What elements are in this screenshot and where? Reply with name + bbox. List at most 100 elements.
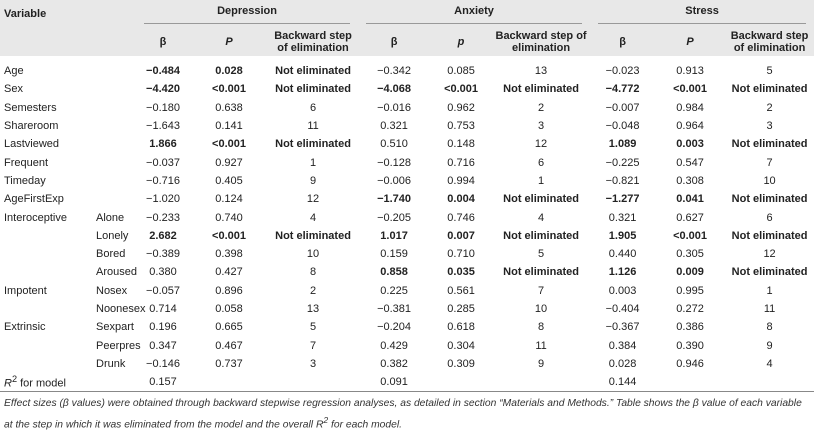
variable-label: Aroused	[96, 266, 137, 279]
table-cell: 0.746	[447, 211, 475, 224]
table-cell: 8	[537, 321, 545, 334]
table-cell: 12	[306, 193, 320, 206]
empty-cell	[0, 300, 92, 318]
empty-cell	[725, 373, 814, 393]
table-cell: 10	[306, 248, 320, 261]
empty-cell	[0, 355, 92, 373]
table-cell: 4	[309, 211, 317, 224]
group-label: Impotent	[4, 284, 47, 297]
empty-cell	[0, 336, 92, 354]
footnote: Effect sizes (β values) were obtained th…	[0, 392, 814, 433]
table-cell: Not eliminated	[503, 83, 579, 96]
header-cell	[0, 28, 137, 56]
variable-label: Semesters	[4, 101, 57, 114]
variable-label: Lastviewed	[4, 138, 60, 151]
variable-label: Frequent	[4, 156, 49, 169]
table-cell: 0.627	[676, 211, 704, 224]
table-cell: 1.126	[608, 266, 637, 279]
table-cell: 0.285	[447, 303, 475, 315]
r2-label: R2 for model	[0, 373, 137, 393]
table-cell: 0.028	[215, 65, 243, 78]
table-cell: 0.382	[380, 357, 408, 370]
footnote-text: for each model.	[328, 419, 402, 431]
group-label: Interoceptive	[4, 211, 67, 224]
group-label: Extrinsic	[4, 321, 46, 334]
table-cell: 0.665	[215, 321, 243, 334]
table-row: Semesters −0.180 0.638 6 −0.016 0.962 2 −0.007 0…	[0, 99, 814, 117]
r2-symbol: R	[4, 378, 12, 391]
table-cell: 0.386	[676, 321, 704, 334]
table-cell: 0.035	[447, 266, 475, 279]
r2-value: 0.157	[136, 373, 191, 393]
table-cell: 4	[766, 357, 773, 370]
table-cell: 0.714	[149, 303, 177, 315]
table-cell: 1.017	[380, 229, 408, 242]
variable-label: Noonesex	[96, 303, 146, 315]
group-name: Anxiety	[366, 5, 583, 24]
table-cell: 11	[307, 120, 319, 133]
table-cell: 10	[534, 303, 548, 315]
table-row: Shareroom −1.643 0.141 11 0.321 0.753 3 −0.048 0…	[0, 117, 814, 135]
table-cell: 3	[766, 120, 773, 133]
table-body: Age −0.484 0.028 Not eliminated −0.342 0.085 1…	[0, 56, 814, 393]
table-cell: 0.710	[447, 248, 475, 261]
table-cell: 0.380	[149, 266, 177, 279]
table-cell: −0.389	[146, 248, 180, 261]
table-cell: 0.547	[676, 156, 704, 169]
table-cell: 0.638	[215, 101, 243, 114]
table-cell: 0.618	[447, 321, 475, 334]
table-cell: 9	[766, 339, 773, 352]
table-cell: 7	[309, 339, 317, 352]
table-cell: 0.058	[215, 303, 243, 315]
table-cell: −4.420	[146, 83, 180, 96]
table-cell: −0.128	[377, 156, 412, 169]
group-header: Stress	[590, 0, 814, 28]
table-cell: 10	[763, 174, 776, 187]
variable-label: AgeFirstExp	[4, 193, 64, 206]
table-cell: −4.068	[377, 83, 412, 96]
table-cell: −0.225	[605, 156, 640, 169]
r2-row: R2 for model 0.157 0.091 0.144	[0, 373, 814, 393]
table-cell: 2.682	[149, 229, 177, 242]
table-cell: Not eliminated	[503, 266, 579, 279]
table-cell: 1	[766, 284, 773, 297]
table-cell: −0.484	[146, 65, 180, 78]
table-cell: −0.057	[146, 284, 180, 297]
table-row: Bored −0.389 0.398 10 0.159 0.710 5 0.440 0.305 1…	[0, 245, 814, 263]
table-row: Impotent Nosex −0.057 0.896 2 0.225 0.561 7 0.00…	[0, 282, 814, 300]
table-cell: −1.020	[146, 193, 180, 206]
table-cell: 1	[309, 156, 317, 169]
footnote-text: Effect sizes (β values) were obtained th…	[4, 398, 802, 431]
results-table: Variable Depression Anxiety Stress β P Backwar…	[0, 0, 814, 393]
table-cell: 0.085	[447, 65, 475, 78]
table-cell: Not eliminated	[731, 193, 808, 206]
table-cell: 1.089	[608, 138, 637, 151]
table-cell: Not eliminated	[275, 138, 351, 151]
variable-label: Alone	[96, 211, 125, 224]
empty-cell	[190, 373, 269, 393]
r2-value: 0.091	[358, 373, 431, 393]
header-cell: Variable	[0, 0, 137, 28]
table-row: AgeFirstExp −1.020 0.124 12 −1.740 0.004 Not e…	[0, 190, 814, 208]
table-cell: 6	[766, 211, 773, 224]
table-row: Timeday −0.716 0.405 9 −0.006 0.994 1 −0.821 0.3…	[0, 172, 814, 190]
table-cell: −0.048	[605, 120, 640, 133]
table-cell: Not eliminated	[275, 83, 351, 96]
table-cell: −1.740	[377, 193, 412, 206]
table-cell: −0.016	[377, 101, 412, 114]
table-cell: 0.272	[676, 303, 704, 315]
column-header: Backward step of elimination	[268, 28, 359, 56]
group-name: Stress	[598, 5, 807, 24]
table-row: Interoceptive Alone −0.233 0.740 4 −0.205 0.74…	[0, 208, 814, 226]
table-cell: −0.716	[146, 174, 180, 187]
subheader-row: β P Backward step of elimination β p Backward…	[0, 28, 814, 56]
table-cell: 0.041	[676, 193, 704, 206]
footnote-symbol: R	[315, 419, 324, 431]
table-cell: 2	[766, 101, 773, 114]
table-cell: 1.866	[149, 138, 177, 151]
empty-cell	[0, 227, 92, 245]
table-cell: 0.305	[676, 248, 704, 261]
table-cell: 0.510	[380, 138, 408, 151]
variable-label: Sexpart	[96, 321, 134, 334]
